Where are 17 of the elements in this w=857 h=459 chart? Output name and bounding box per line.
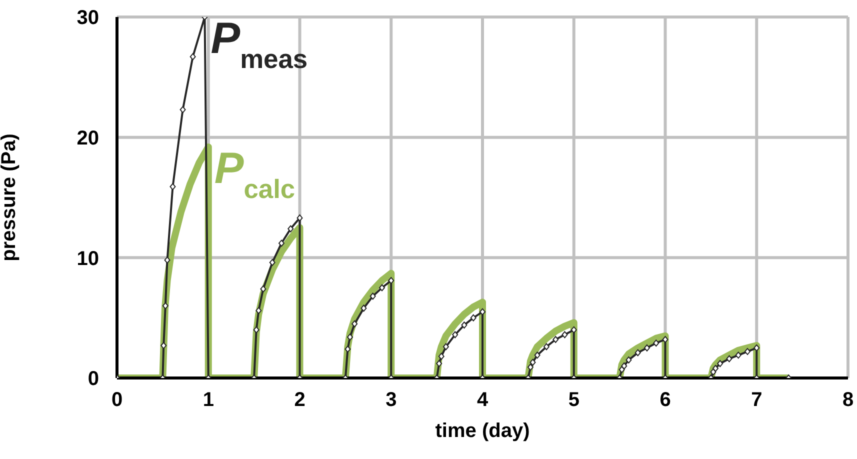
x-axis-title: time (day): [435, 420, 530, 442]
x-tick-label: 5: [568, 389, 580, 412]
y-tick-label: 10: [76, 248, 99, 270]
y-tick-label: 20: [76, 127, 99, 150]
series-label: P$_{meas}$: [210, 14, 308, 74]
x-tick-label: 4: [476, 389, 489, 412]
x-tick-label: 8: [842, 389, 854, 412]
y-tick-label: 30: [76, 7, 99, 30]
x-tick-label: 3: [386, 389, 397, 412]
y-axis-title: pressure (Pa): [0, 134, 20, 262]
x-tick-label: 7: [751, 389, 762, 412]
x-tick-label: 2: [294, 389, 306, 412]
series-label: P$_{calc}$: [214, 144, 296, 204]
y-tick-label: 0: [88, 368, 99, 390]
x-tick-label: 6: [660, 389, 671, 412]
x-tick-label: 1: [202, 389, 214, 412]
x-tick-label: 0: [111, 389, 123, 412]
